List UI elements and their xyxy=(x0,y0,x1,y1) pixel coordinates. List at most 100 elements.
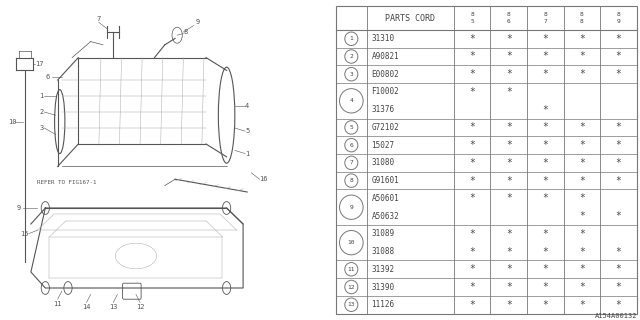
Text: *: * xyxy=(469,158,475,168)
Text: *: * xyxy=(506,193,511,203)
Text: PARTS CORD: PARTS CORD xyxy=(385,14,435,23)
Text: *: * xyxy=(579,123,585,132)
Text: A154A00132: A154A00132 xyxy=(595,313,637,319)
Text: 1: 1 xyxy=(245,151,250,156)
Text: *: * xyxy=(616,52,621,61)
Text: 8: 8 xyxy=(470,12,474,17)
Text: *: * xyxy=(506,176,511,186)
Text: *: * xyxy=(579,52,585,61)
Text: *: * xyxy=(579,264,585,274)
Text: *: * xyxy=(506,123,511,132)
Text: 31392: 31392 xyxy=(371,265,395,274)
Text: 7: 7 xyxy=(543,20,547,25)
Text: *: * xyxy=(579,193,585,203)
Text: *: * xyxy=(542,193,548,203)
Text: *: * xyxy=(506,264,511,274)
Text: *: * xyxy=(506,69,511,79)
Text: 6: 6 xyxy=(507,20,511,25)
Text: *: * xyxy=(506,246,511,257)
Text: 31088: 31088 xyxy=(371,247,395,256)
Text: *: * xyxy=(469,229,475,239)
Text: *: * xyxy=(542,158,548,168)
Text: 17: 17 xyxy=(35,61,44,67)
Text: 3: 3 xyxy=(39,125,44,131)
Text: *: * xyxy=(469,123,475,132)
Text: *: * xyxy=(542,140,548,150)
Text: *: * xyxy=(616,140,621,150)
Text: *: * xyxy=(469,34,475,44)
Text: 9: 9 xyxy=(349,205,353,210)
Text: *: * xyxy=(469,264,475,274)
Text: 2: 2 xyxy=(349,54,353,59)
Text: *: * xyxy=(542,176,548,186)
Text: 11126: 11126 xyxy=(371,300,395,309)
Text: *: * xyxy=(542,34,548,44)
Text: *: * xyxy=(579,211,585,221)
Text: 8: 8 xyxy=(617,12,620,17)
Text: 9: 9 xyxy=(17,205,20,211)
Text: A50601: A50601 xyxy=(371,194,399,203)
Text: *: * xyxy=(542,264,548,274)
Text: *: * xyxy=(469,52,475,61)
Text: A50632: A50632 xyxy=(371,212,399,220)
Text: *: * xyxy=(469,87,475,97)
Text: *: * xyxy=(616,246,621,257)
Text: 6: 6 xyxy=(45,74,49,80)
Text: 9: 9 xyxy=(617,20,620,25)
Text: *: * xyxy=(579,158,585,168)
Text: *: * xyxy=(579,282,585,292)
Text: 3: 3 xyxy=(349,72,353,77)
Text: 16: 16 xyxy=(259,176,268,182)
Text: 8: 8 xyxy=(580,20,584,25)
Text: 2: 2 xyxy=(39,109,44,115)
Text: *: * xyxy=(579,176,585,186)
Text: *: * xyxy=(506,282,511,292)
Text: *: * xyxy=(506,300,511,310)
Text: *: * xyxy=(542,69,548,79)
Text: 7: 7 xyxy=(97,16,101,22)
Text: 1: 1 xyxy=(39,93,44,99)
Text: 13: 13 xyxy=(348,302,355,307)
Text: 12: 12 xyxy=(136,304,145,310)
Text: *: * xyxy=(542,52,548,61)
Text: *: * xyxy=(542,300,548,310)
Text: *: * xyxy=(506,34,511,44)
Text: *: * xyxy=(579,34,585,44)
Text: 8: 8 xyxy=(580,12,584,17)
Text: E00802: E00802 xyxy=(371,70,399,79)
Text: *: * xyxy=(506,52,511,61)
Text: *: * xyxy=(542,246,548,257)
Text: 10: 10 xyxy=(8,119,17,124)
Text: *: * xyxy=(469,282,475,292)
Text: 31390: 31390 xyxy=(371,283,395,292)
Text: 5: 5 xyxy=(245,128,250,134)
Text: 8: 8 xyxy=(183,29,188,35)
Text: *: * xyxy=(506,87,511,97)
Text: *: * xyxy=(506,229,511,239)
Text: 31080: 31080 xyxy=(371,158,395,167)
Text: G91601: G91601 xyxy=(371,176,399,185)
Text: *: * xyxy=(616,158,621,168)
Text: REFER TO FIG167-1: REFER TO FIG167-1 xyxy=(37,180,97,185)
Text: *: * xyxy=(579,229,585,239)
Text: 5: 5 xyxy=(349,125,353,130)
Text: *: * xyxy=(616,34,621,44)
Text: 14: 14 xyxy=(83,304,91,310)
Text: *: * xyxy=(616,264,621,274)
Text: *: * xyxy=(542,229,548,239)
Text: 31310: 31310 xyxy=(371,34,395,43)
Text: *: * xyxy=(579,300,585,310)
Text: 5: 5 xyxy=(470,20,474,25)
Text: *: * xyxy=(616,211,621,221)
Text: *: * xyxy=(616,300,621,310)
Text: 6: 6 xyxy=(349,143,353,148)
Text: 31089: 31089 xyxy=(371,229,395,238)
Text: *: * xyxy=(542,282,548,292)
Text: G72102: G72102 xyxy=(371,123,399,132)
Text: *: * xyxy=(616,176,621,186)
Text: 1: 1 xyxy=(349,36,353,41)
Text: *: * xyxy=(469,246,475,257)
Text: 11: 11 xyxy=(348,267,355,272)
Text: 31376: 31376 xyxy=(371,105,395,114)
Text: *: * xyxy=(616,123,621,132)
